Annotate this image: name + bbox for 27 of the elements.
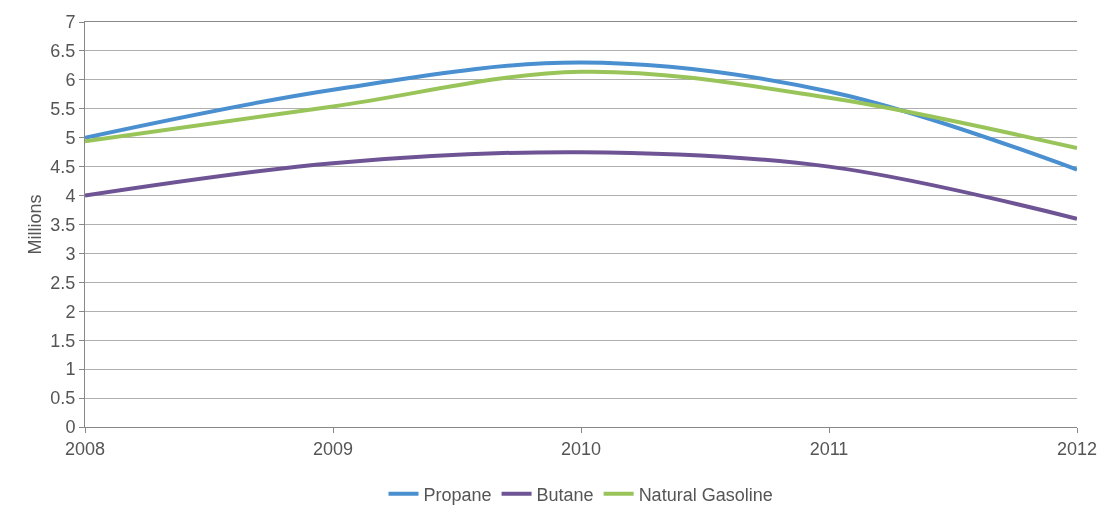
line-series [85, 69, 1077, 151]
y-tick-label: 3 [65, 243, 76, 264]
legend-label: Propane [423, 484, 492, 505]
y-tick-label: 1 [65, 359, 76, 380]
x-tick-label: 2011 [809, 438, 849, 459]
y-axis-title: Millions [24, 194, 45, 255]
legend-label: Natural Gasoline [638, 484, 773, 505]
x-tick-label: 2009 [312, 438, 354, 459]
x-tick-label: 2008 [64, 438, 106, 459]
y-tick-label: 4 [65, 185, 76, 206]
y-tick-label: 1.5 [50, 330, 76, 351]
y-tick-label: 2 [65, 301, 76, 322]
y-tick-label: 4.5 [50, 156, 76, 177]
y-tick-label: 0.5 [50, 388, 76, 409]
legend-label: Butane [536, 484, 594, 505]
y-tick-label: 3.5 [50, 214, 76, 235]
y-tick-label: 5 [65, 128, 76, 149]
y-tick-label: 7 [65, 12, 76, 33]
y-tick-label: 5.5 [50, 99, 76, 120]
y-tick-label: 6 [65, 70, 76, 91]
y-tick-label: 2.5 [50, 272, 76, 293]
x-tick-label: 2012 [1056, 438, 1098, 459]
y-tick-label: 0 [65, 417, 76, 438]
y-tick-label: 6.5 [50, 41, 76, 62]
line-series [85, 60, 1077, 172]
x-tick-label: 2010 [560, 438, 602, 459]
line-series [85, 150, 1077, 221]
